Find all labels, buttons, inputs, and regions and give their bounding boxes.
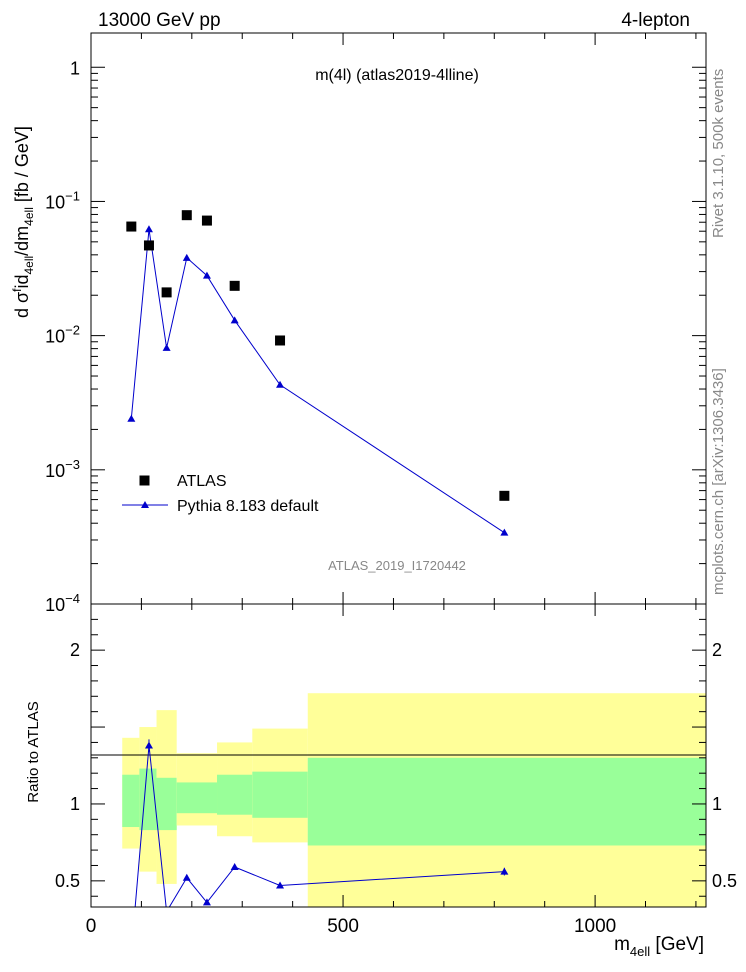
- main-frame: [90, 32, 707, 605]
- ratio-y-tick-label: 2: [70, 640, 80, 660]
- x-tick-label: 1000: [574, 916, 616, 937]
- atlas-point: [143, 240, 154, 251]
- ratio-point: [182, 873, 191, 881]
- x-axis-label-part-0: m: [614, 934, 630, 955]
- atlas-point: [201, 215, 212, 226]
- main-y-tick-label-base: 10: [45, 192, 65, 212]
- ratio-band-inner: [252, 771, 308, 818]
- y-axis-label-part-5: 4ell: [22, 207, 36, 226]
- atlas-point: [181, 210, 192, 221]
- main-y-tick-label-exp: −4: [65, 591, 80, 606]
- header-left: 13000 GeV pp: [98, 10, 221, 31]
- ratio-y-tick-label-right: 1: [712, 794, 722, 814]
- ratio-band-inner: [217, 774, 253, 815]
- mc-point: [144, 225, 153, 233]
- mc-point: [162, 343, 171, 351]
- x-tick-label: 0: [86, 916, 97, 937]
- main-y-tick-label: 1: [70, 58, 80, 78]
- legend-marker-atlas: [139, 475, 150, 486]
- ratio-series: [127, 739, 509, 955]
- ratio-point: [163, 908, 171, 915]
- ratio-band-inner: [122, 774, 140, 828]
- x-axis-label-part-1: 4ell: [630, 944, 650, 959]
- atlas-point: [126, 221, 137, 232]
- y-axis-label: d σfid4ell/dm4ell [fb / GeV]: [10, 126, 36, 318]
- ratio-y-tick-label: 0.5: [55, 871, 80, 891]
- y-axis-label-part-0: d σ: [12, 292, 32, 318]
- ratio-series-line: [134, 745, 505, 907]
- legend-marker-pythia: [141, 501, 149, 508]
- main-y-tick-label: 10−4: [45, 591, 80, 615]
- ratio-point: [144, 741, 153, 749]
- mc-point: [202, 271, 211, 279]
- ratio-y-tick-label: 1: [70, 794, 80, 814]
- watermark: ATLAS_2019_I1720442: [328, 558, 466, 573]
- ratio-point: [500, 867, 509, 875]
- ratio-band-inner: [176, 782, 218, 814]
- legend: ATLAS Pythia 8.183 default: [122, 473, 319, 515]
- ratio-point: [230, 863, 239, 871]
- header-right: 4-lepton: [621, 10, 690, 31]
- main-y-tick-label-base: 10: [45, 595, 65, 615]
- main-y-tick-label: 10−1: [45, 188, 80, 212]
- main-y-tick-label: 10−3: [45, 457, 80, 481]
- ratio-panel: 0 500 1000 2 2 1 1 0.5 0.5 Ratio to ATLAS: [25, 603, 737, 955]
- y-axis-label-part-3: 4ell: [22, 256, 36, 275]
- y-axis-label-part-6: [fb / GeV]: [12, 126, 32, 207]
- ratio-point: [127, 948, 135, 955]
- ratio-point: [276, 881, 285, 889]
- main-y-tick-label-base: 10: [45, 327, 65, 347]
- plot-title: m(4l) (atlas2019-4lline): [315, 67, 479, 84]
- atlas-point: [275, 335, 286, 346]
- y-axis-label-part-4: /dm: [12, 226, 32, 256]
- main-y-tick-label: 10−2: [45, 323, 80, 347]
- atlas-point: [229, 280, 240, 291]
- atlas-point: [499, 490, 510, 501]
- main-y-tick-label-exp: −2: [65, 323, 80, 338]
- mc-point: [276, 380, 285, 388]
- side-text-bottom: mcplots.cern.ch [arXiv:1306.3436]: [710, 368, 727, 595]
- main-y-tick-label-base: 10: [45, 461, 65, 481]
- legend-label-pythia: Pythia 8.183 default: [177, 498, 319, 515]
- main-panel: 110−110−210−310−4 m(4l) (atlas2019-4llin…: [10, 32, 707, 615]
- mc-point: [127, 414, 136, 422]
- mc-point: [230, 316, 239, 324]
- ratio-y-axis-label: Ratio to ATLAS: [25, 701, 42, 802]
- side-text-top: Rivet 3.1.10, 500k events: [710, 69, 727, 238]
- x-axis-label-part-2: [GeV]: [650, 934, 704, 955]
- ratio-band-inner: [156, 777, 177, 831]
- main-y-tick-label-base: 1: [70, 58, 80, 78]
- mc-point: [182, 253, 191, 261]
- ratio-point: [202, 898, 211, 906]
- y-axis-label-part-2: id: [12, 275, 32, 289]
- x-tick-label: 500: [327, 916, 359, 937]
- ratio-band-inner: [139, 768, 157, 831]
- legend-label-atlas: ATLAS: [177, 473, 227, 490]
- mc-point: [500, 528, 509, 536]
- x-axis-label: m4ell [GeV]: [614, 934, 704, 959]
- ratio-frame: [90, 603, 707, 908]
- ratio-y-tick-label-right: 0.5: [712, 871, 737, 891]
- main-y-tick-label-exp: −3: [65, 457, 80, 472]
- y-axis-label-part-1: f: [10, 288, 24, 292]
- ratio-y-tick-label-right: 2: [712, 640, 722, 660]
- main-y-tick-label-exp: −1: [65, 188, 80, 203]
- ratio-band-inner: [307, 757, 706, 846]
- atlas-point: [161, 287, 172, 298]
